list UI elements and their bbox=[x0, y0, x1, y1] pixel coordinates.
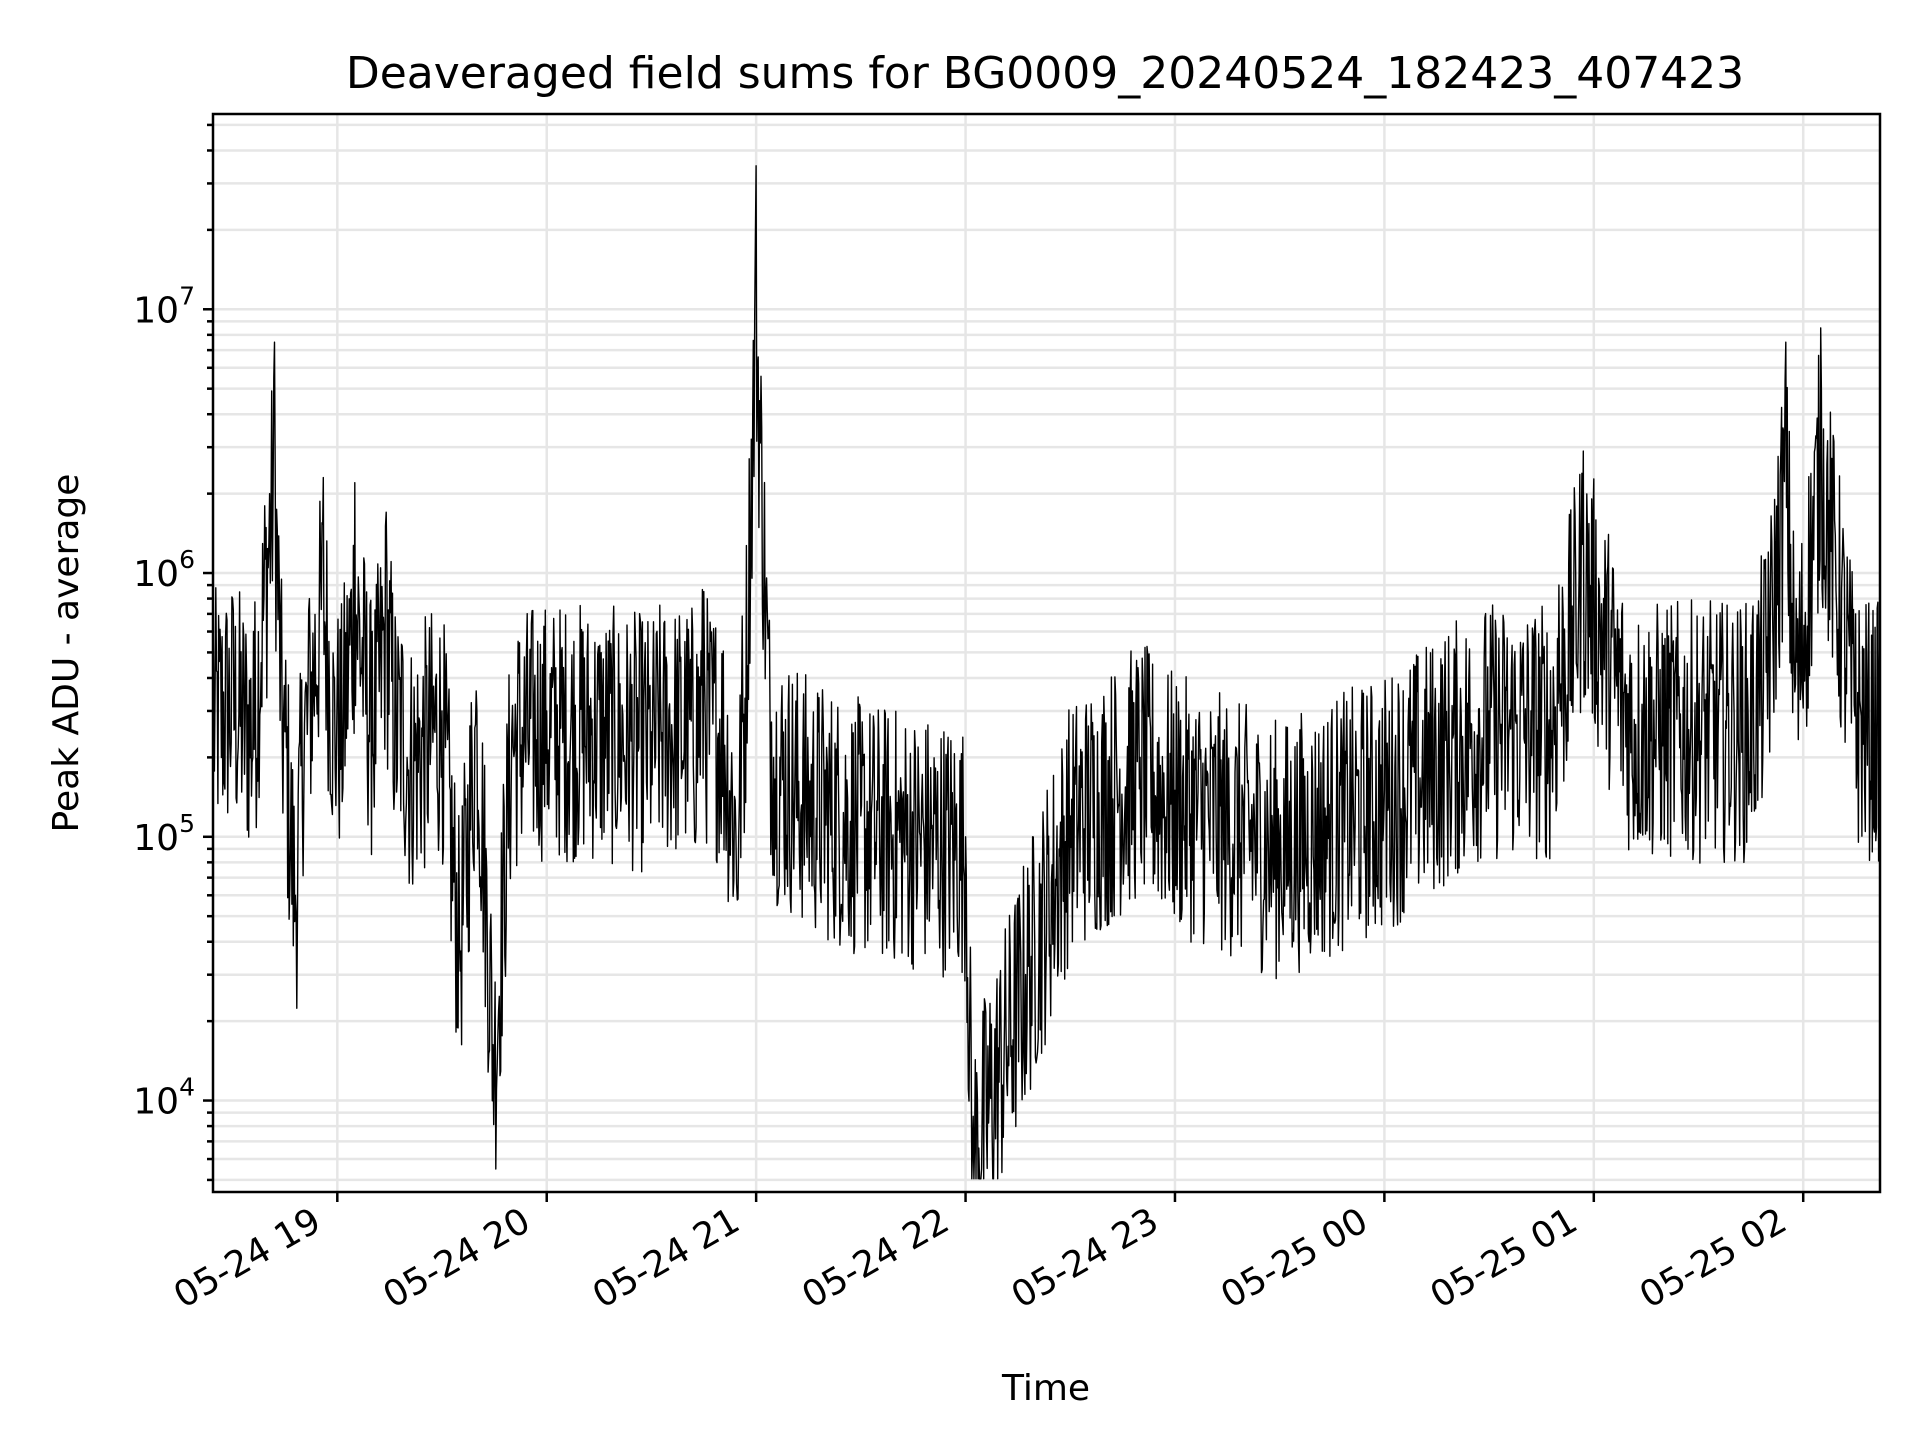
x-tick-label: 05-24 23 bbox=[1005, 1200, 1166, 1316]
x-tick-label: 05-25 00 bbox=[1214, 1200, 1375, 1316]
x-axis: 05-24 19 05-24 20 05-24 21 05-24 22 05-24 23… bbox=[167, 1192, 1805, 1317]
y-tick-label: 107 bbox=[133, 281, 195, 331]
grid bbox=[213, 114, 1880, 1192]
y-tick-label: 104 bbox=[133, 1073, 195, 1123]
x-tick-label: 05-24 21 bbox=[586, 1200, 747, 1316]
x-axis-label: Time bbox=[1001, 1368, 1090, 1409]
x-tick-label: 05-24 22 bbox=[795, 1200, 956, 1316]
y-axis-label: Peak ADU - average bbox=[46, 474, 87, 833]
x-tick-label: 05-25 01 bbox=[1424, 1200, 1585, 1316]
x-tick-label: 05-25 02 bbox=[1633, 1200, 1794, 1316]
y-tick-label: 105 bbox=[133, 809, 195, 859]
x-tick-label: 05-24 20 bbox=[377, 1200, 538, 1316]
y-axis: 104 105 106 107 bbox=[133, 123, 213, 1182]
x-tick-label: 05-24 19 bbox=[167, 1200, 328, 1316]
y-tick-label: 106 bbox=[133, 545, 195, 595]
data-series-line bbox=[212, 165, 1881, 1180]
line-layer bbox=[212, 165, 1881, 1180]
chart-title: Deaveraged field sums for BG0009_2024052… bbox=[346, 48, 1744, 99]
